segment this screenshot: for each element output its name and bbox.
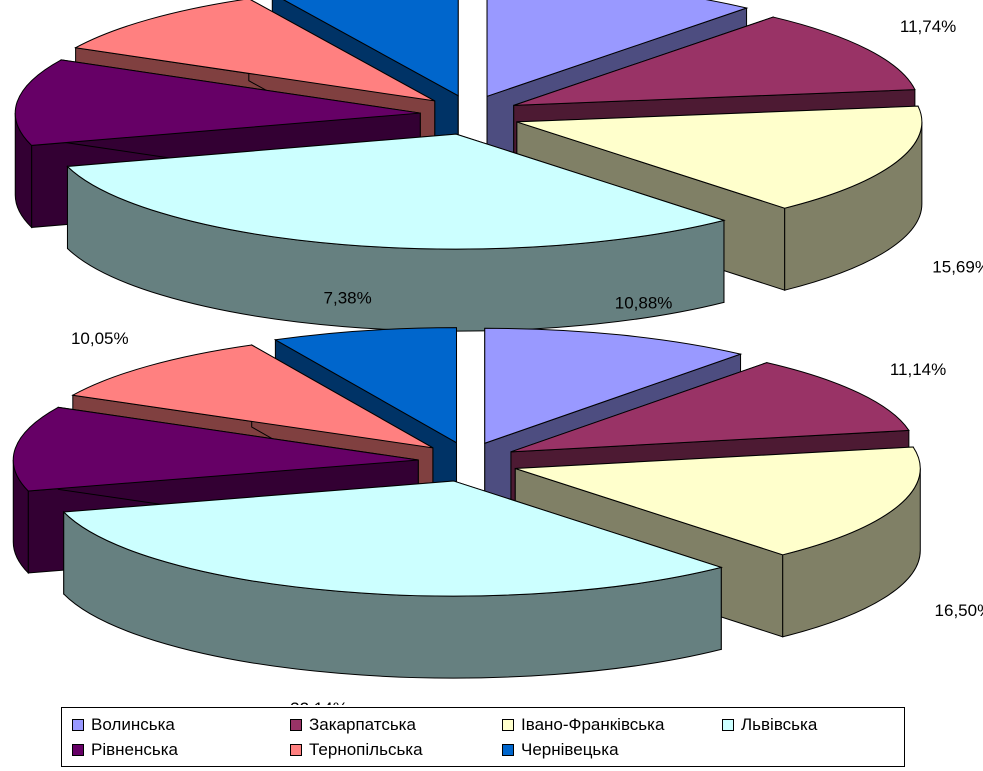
data-label-2-2: 11,14% [890,360,946,379]
data-label-1-6: 9,76% [76,0,124,2]
legend-item: Львівська [722,712,912,737]
data-label-2-1: 10,88% [615,294,673,313]
pie-slice-1-4 [66,133,726,332]
data-label-2-6: 10,05% [71,329,129,348]
legend-item: Волинська [72,712,290,737]
legend-label: Івано-Франківська [521,714,665,734]
pie-slice-2-4 [62,480,724,679]
legend-item: Рівненська [72,737,290,762]
pie-charts: 11,07%11,74%15,69%31,96%12,19%9,76%7,59%… [12,0,983,718]
legend: Волинська Закарпатська Івано-Франківська Ль… [61,707,905,767]
legend-item: Закарпатська [290,712,502,737]
data-label-1-2: 11,74% [900,17,956,36]
legend-label: Чернівецька [521,739,619,759]
legend-swatch [72,743,84,756]
legend-swatch [722,718,734,731]
legend-item: Тернопільська [290,737,502,762]
legend-label: Закарпатська [309,714,416,734]
legend-item: Івано-Франківська [502,712,722,737]
pie-chart-2: 10,88%11,14%16,50%32,14%11,91%10,05%7,38… [12,289,983,718]
data-label-2-3: 16,50% [935,601,983,620]
pie-chart-1: 11,07%11,74%15,69%31,96%12,19%9,76%7,59% [14,0,983,371]
legend-swatch [72,718,84,731]
legend-swatch [290,743,302,756]
data-label-2-4: 32,14% [290,699,348,705]
legend-swatch [502,743,514,756]
legend-label: Рівненська [91,739,179,759]
legend-label: Львівська [741,714,818,734]
legend-label: Тернопільська [309,739,423,759]
data-label-2-7: 7,38% [324,289,372,308]
legend-item: Чернівецька [502,737,722,762]
legend-swatch [290,718,302,731]
legend-label: Волинська [91,714,175,734]
legend-swatch [502,718,514,731]
data-label-1-3: 15,69% [932,258,983,277]
